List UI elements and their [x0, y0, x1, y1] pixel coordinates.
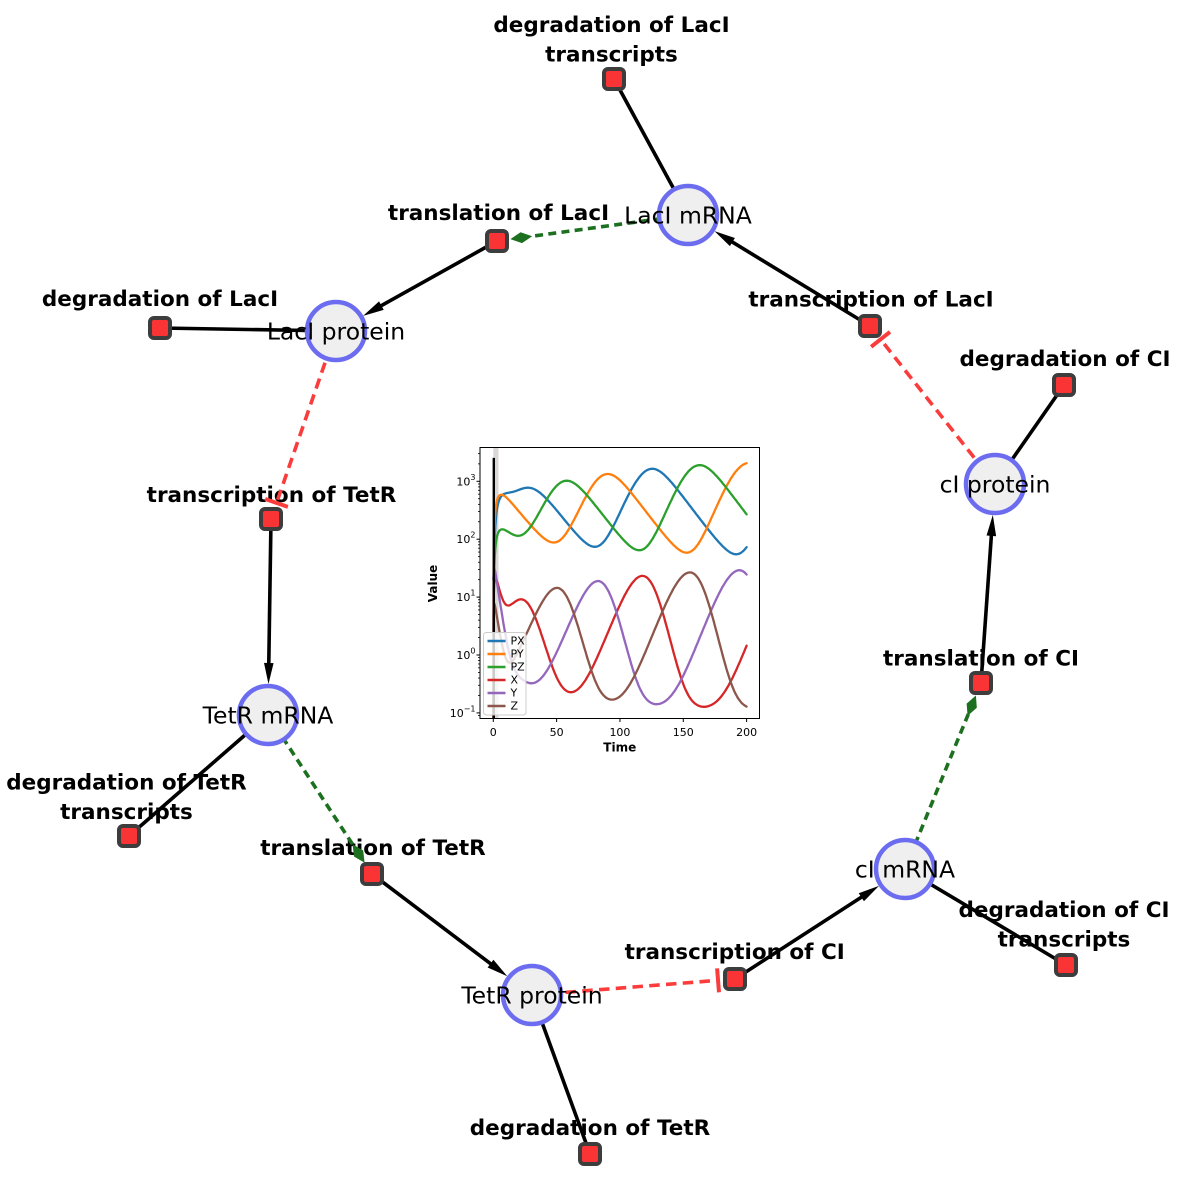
edge-transcr_ci-ci_mrna [734, 893, 867, 981]
species-node-laci_mrna [656, 183, 720, 247]
y-axis-label: Value [426, 565, 440, 603]
reaction-label-transcr_laci: transcription of LacI [748, 288, 993, 313]
nodes-layer [117, 67, 1078, 1166]
species-label-laci_protein: LacI protein [267, 318, 405, 346]
x-axis-label: Time [603, 741, 636, 755]
reaction-label-transl_laci: translation of LacI [388, 201, 609, 226]
species-label-ci_protein: cI protein [940, 471, 1051, 499]
x-tick-label: 50 [550, 726, 564, 739]
reaction-label-deg_tetr: degradation of TetR [470, 1116, 711, 1141]
x-tick-label: 150 [673, 726, 694, 739]
reaction-label-transcr_tetr: transcription of TetR [147, 483, 397, 508]
edge-tetr_protein-transcr_ci [531, 978, 719, 997]
tee-bar-transcr_tetr [264, 497, 289, 509]
species-label-laci_mrna: LacI mRNA [624, 202, 752, 230]
reaction-node-transl_laci [485, 229, 509, 253]
reaction-node-deg_ci [1052, 373, 1076, 397]
diamond-arrowhead-transl_tetr [352, 844, 365, 863]
arrowhead-ci_mrna [858, 885, 879, 902]
species-label-tetr_mrna: TetR mRNA [202, 702, 334, 730]
reaction-label-deg_tetr_tx: transcripts [60, 800, 193, 825]
species-label-ci_mrna: cI mRNA [855, 856, 955, 884]
legend-label-Z: Z [511, 700, 519, 713]
reaction-node-deg_tetr_tx [117, 824, 141, 848]
arrowhead-tetr_mrna [263, 662, 274, 685]
reaction-label-deg_ci: degradation of CI [960, 347, 1171, 372]
reaction-label-transl_tetr: translation of TetR [260, 836, 486, 861]
legend-label-X: X [511, 674, 519, 687]
y-tick-label: 101 [456, 589, 475, 605]
reaction-node-transcr_laci [858, 314, 882, 338]
edge-transcr_laci-laci_mrna [727, 237, 871, 328]
reaction-node-deg_laci_tx [602, 67, 626, 91]
arrowhead-tetr_protein [487, 959, 508, 977]
series-PX [492, 467, 748, 719]
tee-bar-transcr_ci [715, 968, 721, 993]
species-node-tetr_mrna [236, 683, 300, 747]
y-tick-label: 103 [456, 473, 475, 489]
reaction-node-transcr_ci [723, 967, 747, 991]
edge-transl_ci-ci_protein [979, 530, 994, 684]
arrowhead-laci_protein [363, 301, 384, 316]
reaction-node-deg_ci_tx [1054, 953, 1078, 977]
x-tick-label: 100 [609, 726, 630, 739]
species-labels-layer: LacI mRNA LacI protein TetR mRNA TetR prote… [202, 202, 1051, 1010]
reaction-label-deg_laci_tx: degradation of LacI [493, 13, 729, 38]
species-label-tetr_protein: TetR protein [460, 982, 602, 1010]
edge-transcr_tetr-tetr_mrna [266, 518, 273, 669]
legend-label-Y: Y [510, 687, 518, 700]
x-tick-label: 200 [736, 726, 757, 739]
diamond-arrowhead-transl_ci [966, 695, 977, 716]
arrowhead-laci_mrna [714, 231, 735, 247]
reaction-node-transl_ci [969, 671, 993, 695]
reaction-label-deg_laci: degradation of LacI [42, 287, 278, 312]
reaction-label-transcr_ci: transcription of CI [625, 940, 845, 965]
reaction-label-deg_ci_tx: degradation of CI [959, 898, 1170, 923]
edge-ci_protein-transcr_laci [879, 338, 997, 486]
reaction-label-deg_tetr_tx: degradation of TetR [6, 771, 247, 796]
edge-laci_protein-transcr_tetr [274, 330, 338, 504]
reaction-node-transl_tetr [360, 862, 384, 886]
legend-label-PX: PX [511, 635, 526, 648]
reaction-label-deg_ci_tx: transcripts [998, 928, 1131, 953]
reaction-node-deg_tetr [578, 1142, 602, 1166]
tee-bar-transcr_laci [869, 330, 892, 349]
legend-label-PY: PY [511, 648, 524, 661]
species-node-ci_mrna [873, 837, 937, 901]
reaction-node-transcr_tetr [259, 507, 283, 531]
reaction-label-deg_laci_tx: transcripts [545, 43, 678, 68]
y-tick-label: 102 [456, 531, 475, 547]
x-tick-label: 0 [490, 726, 497, 739]
reaction-node-deg_laci [148, 316, 172, 340]
arrowhead-ci_protein [986, 514, 997, 537]
legend-label-PZ: PZ [511, 661, 526, 674]
reaction-labels-layer: degradation of LacI transcripts translatio… [6, 13, 1170, 1141]
y-tick-label: 100 [456, 647, 475, 663]
series-Y [492, 567, 748, 706]
chart-series [492, 457, 748, 719]
diamond-arrowhead-transl_laci [510, 232, 533, 244]
species-node-ci_protein [963, 452, 1027, 516]
edge-transl_tetr-tetr_protein [370, 872, 496, 969]
species-node-tetr_protein [500, 963, 564, 1027]
y-tick-label: 10−1 [450, 704, 476, 720]
species-node-laci_protein [304, 299, 368, 363]
series-X [492, 574, 748, 719]
series-PZ [492, 463, 748, 719]
series-PY [492, 462, 748, 719]
edge-transl_laci-laci_protein [376, 239, 498, 310]
